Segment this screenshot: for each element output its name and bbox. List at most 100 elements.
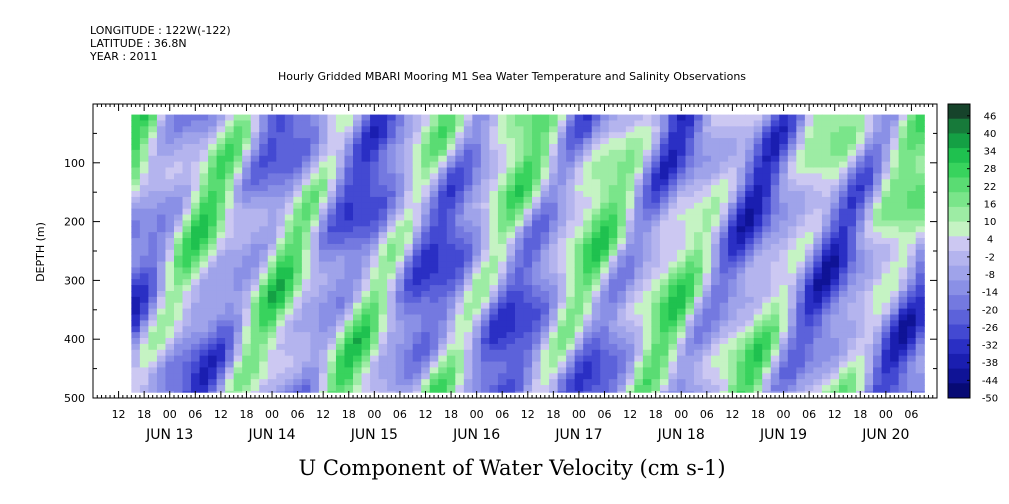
- heatmap-cell: [753, 149, 763, 157]
- heatmap-cell: [191, 238, 201, 245]
- heatmap-cell: [779, 155, 789, 163]
- x-tick-label: 00: [367, 408, 381, 421]
- heatmap-cell: [267, 355, 277, 363]
- heatmap-cell: [694, 332, 704, 339]
- heatmap-cell: [907, 132, 917, 139]
- heatmap-cell: [506, 132, 516, 139]
- heatmap-cell: [378, 261, 388, 269]
- heatmap-cell: [617, 326, 627, 333]
- heatmap-cell: [438, 308, 448, 316]
- heatmap-cell: [387, 314, 397, 321]
- heatmap-cell: [591, 173, 601, 180]
- heatmap-cell: [131, 343, 141, 351]
- heatmap-cell: [242, 308, 252, 316]
- heatmap-cell: [779, 232, 789, 239]
- heatmap-cell: [574, 196, 584, 204]
- heatmap-cell: [446, 202, 456, 210]
- heatmap-cell: [779, 202, 789, 210]
- heatmap-cell: [361, 320, 371, 327]
- heatmap-cell: [728, 161, 738, 169]
- heatmap-cell: [378, 173, 388, 180]
- heatmap-cell: [838, 285, 849, 292]
- heatmap-cell: [821, 167, 832, 174]
- heatmap-cell: [745, 208, 755, 216]
- heatmap-cell: [301, 226, 311, 233]
- heatmap-cell: [370, 285, 380, 292]
- heatmap-cell: [532, 326, 542, 333]
- heatmap-cell: [497, 326, 508, 333]
- heatmap-cell: [438, 167, 448, 174]
- heatmap-cell: [711, 343, 721, 351]
- heatmap-cell: [293, 273, 303, 280]
- heatmap-cell: [233, 261, 243, 269]
- heatmap-cell: [804, 355, 814, 363]
- colorbar-label: 46: [984, 111, 997, 122]
- heatmap-cell: [139, 226, 150, 233]
- heatmap-cell: [335, 208, 346, 216]
- heatmap-cell: [540, 173, 550, 180]
- heatmap-cell: [335, 273, 346, 280]
- heatmap-cell: [131, 326, 141, 333]
- heatmap-cell: [532, 373, 542, 380]
- heatmap-cell: [267, 179, 277, 186]
- heatmap-cell: [455, 343, 465, 351]
- heatmap-cell: [455, 120, 465, 127]
- heatmap-cell: [404, 191, 414, 198]
- heatmap-cell: [608, 290, 618, 298]
- heatmap-cell: [515, 202, 525, 210]
- heatmap-cell: [191, 326, 201, 333]
- heatmap-cell: [864, 243, 874, 251]
- heatmap-cell: [540, 302, 550, 310]
- heatmap-cell: [830, 255, 840, 263]
- heatmap-cell: [148, 220, 158, 227]
- heatmap-cell: [685, 367, 695, 374]
- heatmap-cell: [173, 267, 184, 274]
- heatmap-cell: [353, 155, 363, 163]
- heatmap-cell: [182, 361, 192, 369]
- heatmap-cell: [532, 185, 542, 192]
- heatmap-cell: [770, 314, 780, 321]
- heatmap-cell: [293, 379, 303, 386]
- heatmap-cell: [549, 367, 559, 374]
- heatmap-cell: [318, 255, 329, 263]
- heatmap-cell: [310, 290, 320, 298]
- heatmap-cell: [455, 314, 465, 321]
- heatmap-cell: [702, 220, 712, 227]
- heatmap-cell: [480, 385, 491, 392]
- heatmap-cell: [694, 267, 704, 274]
- heatmap-cell: [838, 202, 849, 210]
- heatmap-cell: [625, 314, 635, 321]
- heatmap-cell: [318, 308, 329, 316]
- heatmap-cell: [225, 338, 235, 345]
- heatmap-cell: [523, 208, 533, 216]
- heatmap-cell: [685, 114, 695, 122]
- heatmap-cell: [659, 120, 670, 127]
- heatmap-cell: [821, 338, 832, 345]
- heatmap-cell: [259, 114, 269, 122]
- heatmap-cell: [387, 120, 397, 127]
- heatmap-cell: [250, 373, 260, 380]
- heatmap-cell: [387, 132, 397, 139]
- heatmap-cell: [566, 238, 576, 245]
- heatmap-cell: [540, 243, 550, 251]
- heatmap-cell: [736, 173, 746, 180]
- heatmap-cell: [429, 120, 439, 127]
- heatmap-cell: [625, 114, 635, 122]
- heatmap-cell: [361, 249, 371, 257]
- heatmap-cell: [353, 220, 363, 227]
- heatmap-cell: [557, 167, 567, 174]
- heatmap-cell: [421, 320, 431, 327]
- heatmap-cell: [838, 290, 849, 298]
- heatmap-cell: [310, 390, 320, 393]
- heatmap-cell: [199, 355, 209, 363]
- heatmap-cell: [173, 373, 184, 380]
- heatmap-cell: [216, 273, 226, 280]
- heatmap-cell: [199, 132, 209, 139]
- heatmap-cell: [361, 208, 371, 216]
- heatmap-cell: [702, 367, 712, 374]
- heatmap-cell: [532, 290, 542, 298]
- heatmap-cell: [540, 161, 550, 169]
- heatmap-cell: [165, 273, 175, 280]
- heatmap-cell: [233, 238, 243, 245]
- heatmap-cell: [796, 238, 806, 245]
